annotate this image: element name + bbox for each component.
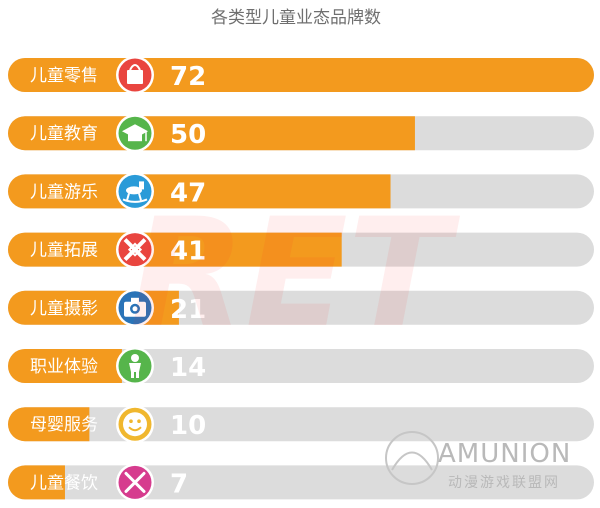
value-label: 14 [170, 353, 206, 383]
bar [8, 349, 122, 383]
bar [7, 407, 90, 442]
category-label: 儿童拓展 [30, 241, 98, 261]
bar-row: 儿童拓展 41 [7, 230, 594, 269]
fork-knife-icon [116, 463, 154, 502]
graduation-cap-icon [116, 114, 154, 153]
bar-row: 儿童教育 50 [7, 114, 594, 153]
bar [7, 232, 342, 267]
watermark-brand: AMUNION [438, 439, 571, 469]
bar-row: 儿童游乐 47 [7, 172, 594, 211]
smiley-face-icon [116, 405, 154, 444]
bar-row: 职业体验 14 [8, 347, 594, 385]
chart-title: 各类型儿童业态品牌数 [211, 8, 381, 28]
bar-row: 母婴服务 10 [7, 405, 594, 444]
category-label: 职业体验 [30, 357, 98, 377]
category-label: 儿童摄影 [30, 299, 98, 319]
watermark: RET AMUNION 动漫游戏联盟网 [130, 187, 571, 491]
camera-icon [116, 288, 154, 327]
bar [7, 174, 391, 209]
value-label: 47 [170, 178, 206, 208]
bar [7, 116, 415, 151]
bar-track [8, 407, 594, 442]
shopping-bag-icon [116, 56, 154, 94]
bar [8, 58, 594, 92]
value-label: 72 [170, 62, 206, 92]
rocking-horse-icon [116, 172, 154, 211]
amunion-logo-icon [385, 431, 439, 485]
bar-row: 儿童餐饮 7 [7, 463, 594, 502]
value-label: 10 [170, 411, 206, 441]
category-label: 母婴服务 [30, 415, 98, 435]
bars-layer: 儿童零售 72 儿童教育 50 儿童游乐 47 儿童拓展 41 儿童摄影 21 职业体验 14 母婴服务… [7, 56, 594, 502]
bar-row: 儿童摄影 21 [7, 288, 594, 327]
bar-track [8, 349, 594, 383]
value-label: 7 [170, 469, 188, 499]
value-label: 41 [170, 237, 206, 267]
bar-track [8, 465, 594, 500]
watermark-subtitle: 动漫游戏联盟网 [448, 475, 560, 491]
category-label: 儿童游乐 [30, 182, 98, 202]
background-watermark-text: RET [130, 187, 461, 361]
bar-row: 儿童零售 72 [8, 56, 594, 94]
category-label: 儿童零售 [30, 66, 98, 86]
bar [7, 465, 65, 500]
category-label: 儿童教育 [30, 124, 98, 144]
child-figure-icon [116, 347, 154, 385]
value-label: 21 [170, 295, 206, 325]
category-label: 儿童餐饮 [30, 473, 98, 493]
value-label: 50 [170, 120, 206, 150]
puzzle-knot-icon [116, 230, 154, 269]
